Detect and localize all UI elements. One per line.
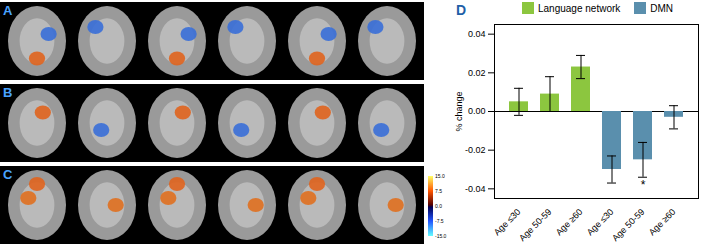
svg-text:0.00: 0.00 — [468, 106, 486, 116]
svg-text:0.02: 0.02 — [468, 68, 486, 78]
html-text:DMN: DMN — [650, 3, 674, 14]
svg-text:0.0: 0.0 — [435, 203, 442, 209]
svg-text:Age 50-59: Age 50-59 — [517, 207, 553, 243]
svg-text:15.0: 15.0 — [435, 173, 445, 179]
svg-text:-0.02: -0.02 — [465, 145, 486, 155]
svg-text:B: B — [3, 85, 12, 100]
svg-text:Age ≥60: Age ≥60 — [647, 207, 678, 238]
svg-text:A: A — [3, 3, 13, 18]
svg-text:Age ≤30: Age ≤30 — [492, 207, 523, 238]
svg-text:Age 50-59: Age 50-59 — [610, 207, 646, 243]
svg-text:-7.5: -7.5 — [435, 218, 444, 224]
svg-text:C: C — [3, 167, 13, 182]
svg-text:Age ≥60: Age ≥60 — [554, 207, 585, 238]
svg-text:-0.04: -0.04 — [465, 184, 486, 194]
svg-text:7.5: 7.5 — [435, 188, 442, 194]
html-text:D: D — [456, 2, 467, 18]
svg-text:Age ≤30: Age ≤30 — [585, 207, 616, 238]
svg-text:*: * — [641, 178, 646, 192]
html-text:Language network: Language network — [538, 3, 621, 14]
svg-text:-15.0: -15.0 — [435, 233, 447, 239]
svg-text:0.04: 0.04 — [468, 29, 486, 39]
svg-text:% change: % change — [454, 91, 464, 131]
